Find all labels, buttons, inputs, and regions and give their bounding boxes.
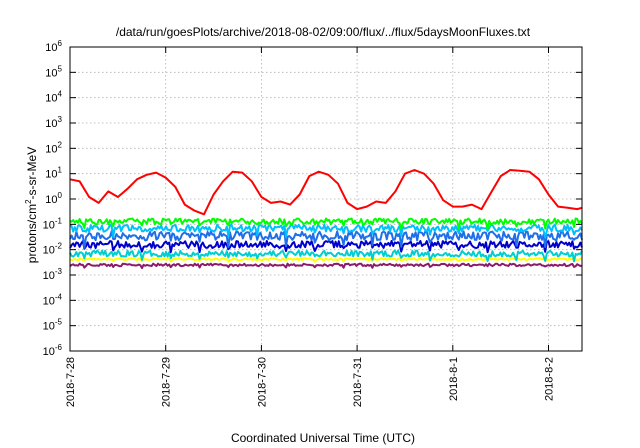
y-tick-label: 10-4 [43, 292, 63, 307]
series-line [69, 249, 583, 263]
x-tick-label: 2018-7-28 [65, 357, 77, 407]
series-line [69, 230, 583, 249]
y-tick-label: 10-1 [43, 216, 63, 231]
y-tick-label: 10-2 [43, 242, 63, 257]
y-tick-label: 101 [45, 166, 62, 181]
y-tick-label: 102 [45, 140, 62, 155]
x-axis-ticks: 2018-7-28 2018-7-29 2018-7-30 2018-7-31 2018… [65, 47, 556, 407]
series-line [69, 262, 583, 270]
x-tick-label: 2018-7-29 [161, 357, 173, 407]
series-line [69, 240, 583, 254]
y-tick-label: 10-3 [43, 267, 63, 282]
series-line [69, 257, 583, 263]
x-tick-label: 2018-7-31 [352, 357, 364, 407]
y-tick-label: 10-5 [43, 318, 63, 333]
y-tick-label: 106 [45, 39, 62, 54]
y-axis-label: protons/cm2-s-sr-MeV [24, 147, 39, 263]
x-tick-label: 2018-8-1 [448, 357, 460, 401]
series-line [69, 217, 583, 231]
y-tick-label: 100 [45, 191, 62, 206]
y-tick-label: 10-6 [43, 343, 63, 358]
y-tick-label: 105 [45, 64, 62, 79]
x-axis-label: Coordinated Universal Time (UTC) [231, 431, 415, 445]
chart-title: /data/run/goesPlots/archive/2018-08-02/0… [116, 25, 531, 39]
x-tick-label: 2018-8-2 [544, 357, 556, 401]
series-line [69, 223, 583, 239]
grid-layer [70, 47, 582, 351]
y-tick-label: 103 [45, 115, 62, 130]
y-tick-label: 104 [45, 90, 62, 105]
y-axis-ticks: 10-6 10-5 10-4 10-3 10-2 10-1 100 101 102 103 104 1… [43, 39, 582, 358]
x-tick-label: 2018-7-30 [256, 357, 268, 407]
series-line [69, 169, 583, 216]
series-layer [69, 169, 583, 270]
